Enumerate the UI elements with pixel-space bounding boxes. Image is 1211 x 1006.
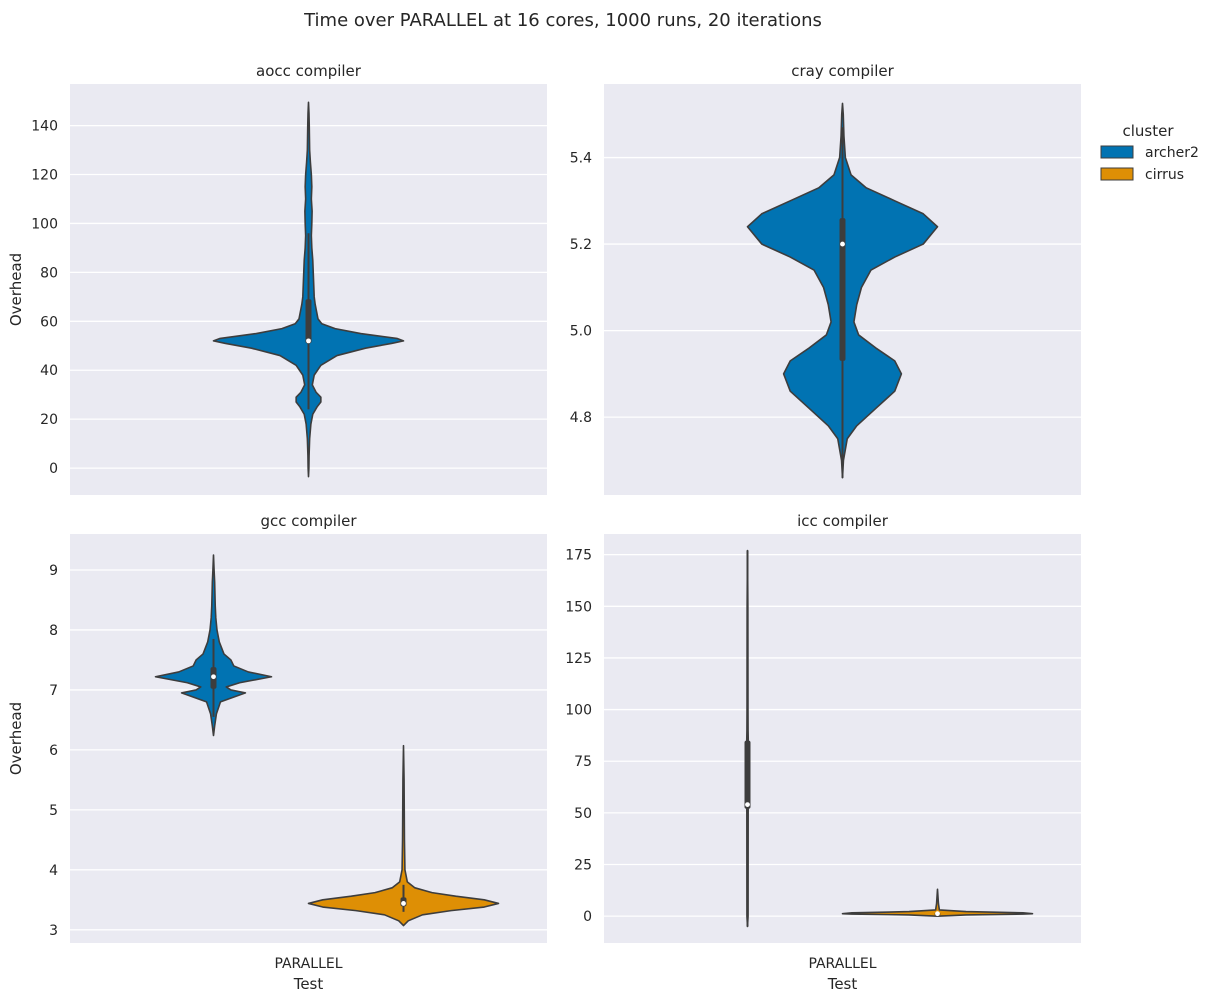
legend: cluster archer2 cirrus	[1100, 122, 1199, 183]
legend-swatch-archer2	[1100, 145, 1134, 159]
y-tick-label: 20	[40, 412, 58, 428]
x-tick-label: PARALLEL	[274, 956, 342, 972]
y-tick-label: 5.2	[570, 237, 592, 253]
violin-cirrus	[307, 744, 500, 927]
violin-median-point	[401, 901, 406, 906]
violin-median-point	[745, 802, 750, 808]
y-tick-label: 4	[49, 863, 58, 879]
y-tick-label: 75	[574, 754, 592, 770]
y-tick-label: 5	[49, 803, 58, 819]
y-tick-label: 5.4	[570, 151, 592, 167]
violin-iqr-box	[839, 218, 846, 361]
legend-label-archer2: archer2	[1145, 145, 1199, 161]
y-tick-label: 3	[49, 923, 58, 939]
panel-0: 0 20 40 60 80 100 120 140 aocc compiler Overhead	[7, 62, 547, 495]
violin-median-point	[211, 674, 216, 680]
legend-swatch-cirrus	[1100, 167, 1134, 181]
panel-2: 3 4 5 6 7 8 9 gcc compiler Overhead PARALLEL Test	[7, 512, 547, 993]
y-tick-label: 100	[565, 703, 592, 719]
panel-3: 0 25 50 75 100 125 150 175 icc compiler PARALLEL T…	[565, 512, 1081, 993]
plot-area	[70, 534, 547, 943]
panel-title: icc compiler	[797, 512, 889, 530]
y-tick-label: 150	[565, 599, 592, 615]
y-tick-label: 9	[49, 563, 58, 579]
panel-1: 4.8 5.0 5.2 5.4 cray compiler	[570, 62, 1081, 495]
y-tick-label: 5.0	[570, 324, 592, 340]
legend-title: cluster	[1122, 122, 1174, 140]
x-tick-label: PARALLEL	[808, 956, 876, 972]
violin-archer2	[154, 554, 273, 737]
y-tick-label: 8	[49, 623, 58, 639]
violin-iqr-box	[305, 299, 312, 344]
y-tick-label: 0	[583, 909, 592, 925]
y-tick-label: 120	[31, 168, 58, 184]
y-tick-label: 0	[49, 461, 58, 477]
violin-archer2	[212, 101, 405, 478]
y-tick-label: 100	[31, 216, 58, 232]
y-tick-label: 7	[49, 683, 58, 699]
violin-median-point	[306, 338, 311, 344]
y-tick-label: 25	[574, 858, 592, 874]
y-tick-label: 80	[40, 265, 58, 281]
x-axis-label: Test	[827, 975, 858, 993]
y-tick-label: 50	[574, 806, 592, 822]
y-tick-label: 6	[49, 743, 58, 759]
panel-title: gcc compiler	[260, 512, 357, 530]
violin-archer2	[744, 549, 751, 928]
legend-label-cirrus: cirrus	[1145, 167, 1184, 183]
violin-cirrus	[841, 888, 1034, 917]
violin-body	[307, 744, 500, 927]
x-axis-label: Test	[293, 975, 324, 993]
y-tick-label: 125	[565, 651, 592, 667]
violin-iqr-box	[744, 740, 751, 809]
y-tick-label: 4.8	[570, 410, 592, 426]
plot-area	[604, 534, 1081, 943]
violin-median-point	[840, 241, 845, 247]
panel-title: aocc compiler	[256, 62, 362, 80]
y-axis-label: Overhead	[7, 253, 25, 326]
panel-title: cray compiler	[791, 62, 894, 80]
y-tick-label: 175	[565, 548, 592, 564]
figure-title: Time over PARALLEL at 16 cores, 1000 run…	[303, 10, 822, 31]
y-axis-label: Overhead	[7, 702, 25, 775]
y-tick-label: 140	[31, 119, 58, 135]
y-tick-label: 40	[40, 363, 58, 379]
violin-archer2	[746, 102, 939, 479]
y-tick-label: 60	[40, 314, 58, 330]
violin-median-point	[935, 911, 940, 917]
violin-body	[841, 888, 1034, 917]
